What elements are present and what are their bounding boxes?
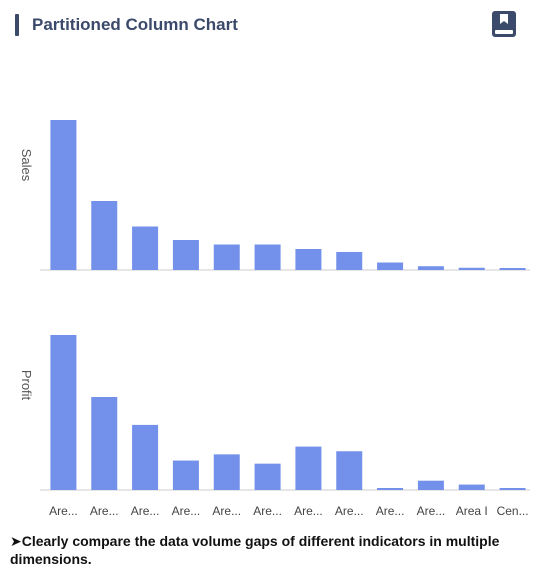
- x-tick-label-7: Are...: [335, 504, 364, 518]
- card-header: Partitioned Column Chart: [0, 0, 546, 50]
- x-tick-label-5: Are...: [253, 504, 282, 518]
- title-accent-bar: [15, 14, 19, 36]
- bar-profit-1[interactable]: [91, 397, 118, 490]
- bar-profit-4[interactable]: [213, 454, 240, 490]
- y-axis-title-sales: Sales: [19, 149, 34, 182]
- x-tick-label-8: Are...: [376, 504, 405, 518]
- book-icon[interactable]: [491, 10, 517, 38]
- x-tick-label-9: Are...: [417, 504, 446, 518]
- footer-caption: ➤Clearly compare the data volume gaps of…: [10, 533, 500, 567]
- bar-profit-2[interactable]: [132, 424, 159, 490]
- x-tick-label-0: Are...: [49, 504, 78, 518]
- bar-profit-3[interactable]: [172, 460, 199, 490]
- bar-sales-2[interactable]: [132, 226, 159, 271]
- bar-sales-11[interactable]: [499, 268, 526, 270]
- bar-sales-7[interactable]: [336, 252, 363, 270]
- x-tick-label-3: Are...: [172, 504, 201, 518]
- bar-profit-9[interactable]: [417, 480, 444, 490]
- bar-profit-11[interactable]: [499, 488, 526, 490]
- bar-sales-6[interactable]: [295, 249, 322, 270]
- bar-sales-3[interactable]: [172, 240, 199, 270]
- x-tick-label-1: Are...: [90, 504, 119, 518]
- chart-title: Partitioned Column Chart: [32, 15, 238, 34]
- x-tick-label-2: Are...: [131, 504, 160, 518]
- bar-profit-6[interactable]: [295, 446, 322, 490]
- bar-profit-5[interactable]: [254, 463, 281, 490]
- bar-sales-8[interactable]: [377, 262, 404, 271]
- bar-sales-9[interactable]: [417, 266, 444, 270]
- bar-profit-8[interactable]: [377, 488, 404, 490]
- bar-sales-10[interactable]: [458, 267, 485, 270]
- bar-sales-5[interactable]: [254, 244, 281, 271]
- partitioned-column-chart: Sales Profit Are... Are... Are... Are... Are..…: [19, 120, 530, 518]
- x-tick-label-4: Are...: [212, 504, 241, 518]
- bar-sales-1[interactable]: [91, 201, 118, 270]
- bar-profit-7[interactable]: [336, 451, 363, 490]
- x-tick-label-6: Are...: [294, 504, 323, 518]
- x-tick-label-11: Cen...: [497, 504, 529, 518]
- bar-sales-0[interactable]: [50, 120, 77, 270]
- bar-profit-0[interactable]: [50, 335, 77, 490]
- bar-profit-10[interactable]: [458, 484, 485, 490]
- x-tick-label-10: Area I: [456, 504, 488, 518]
- bar-sales-4[interactable]: [213, 244, 240, 271]
- y-axis-title-profit: Profit: [19, 370, 34, 401]
